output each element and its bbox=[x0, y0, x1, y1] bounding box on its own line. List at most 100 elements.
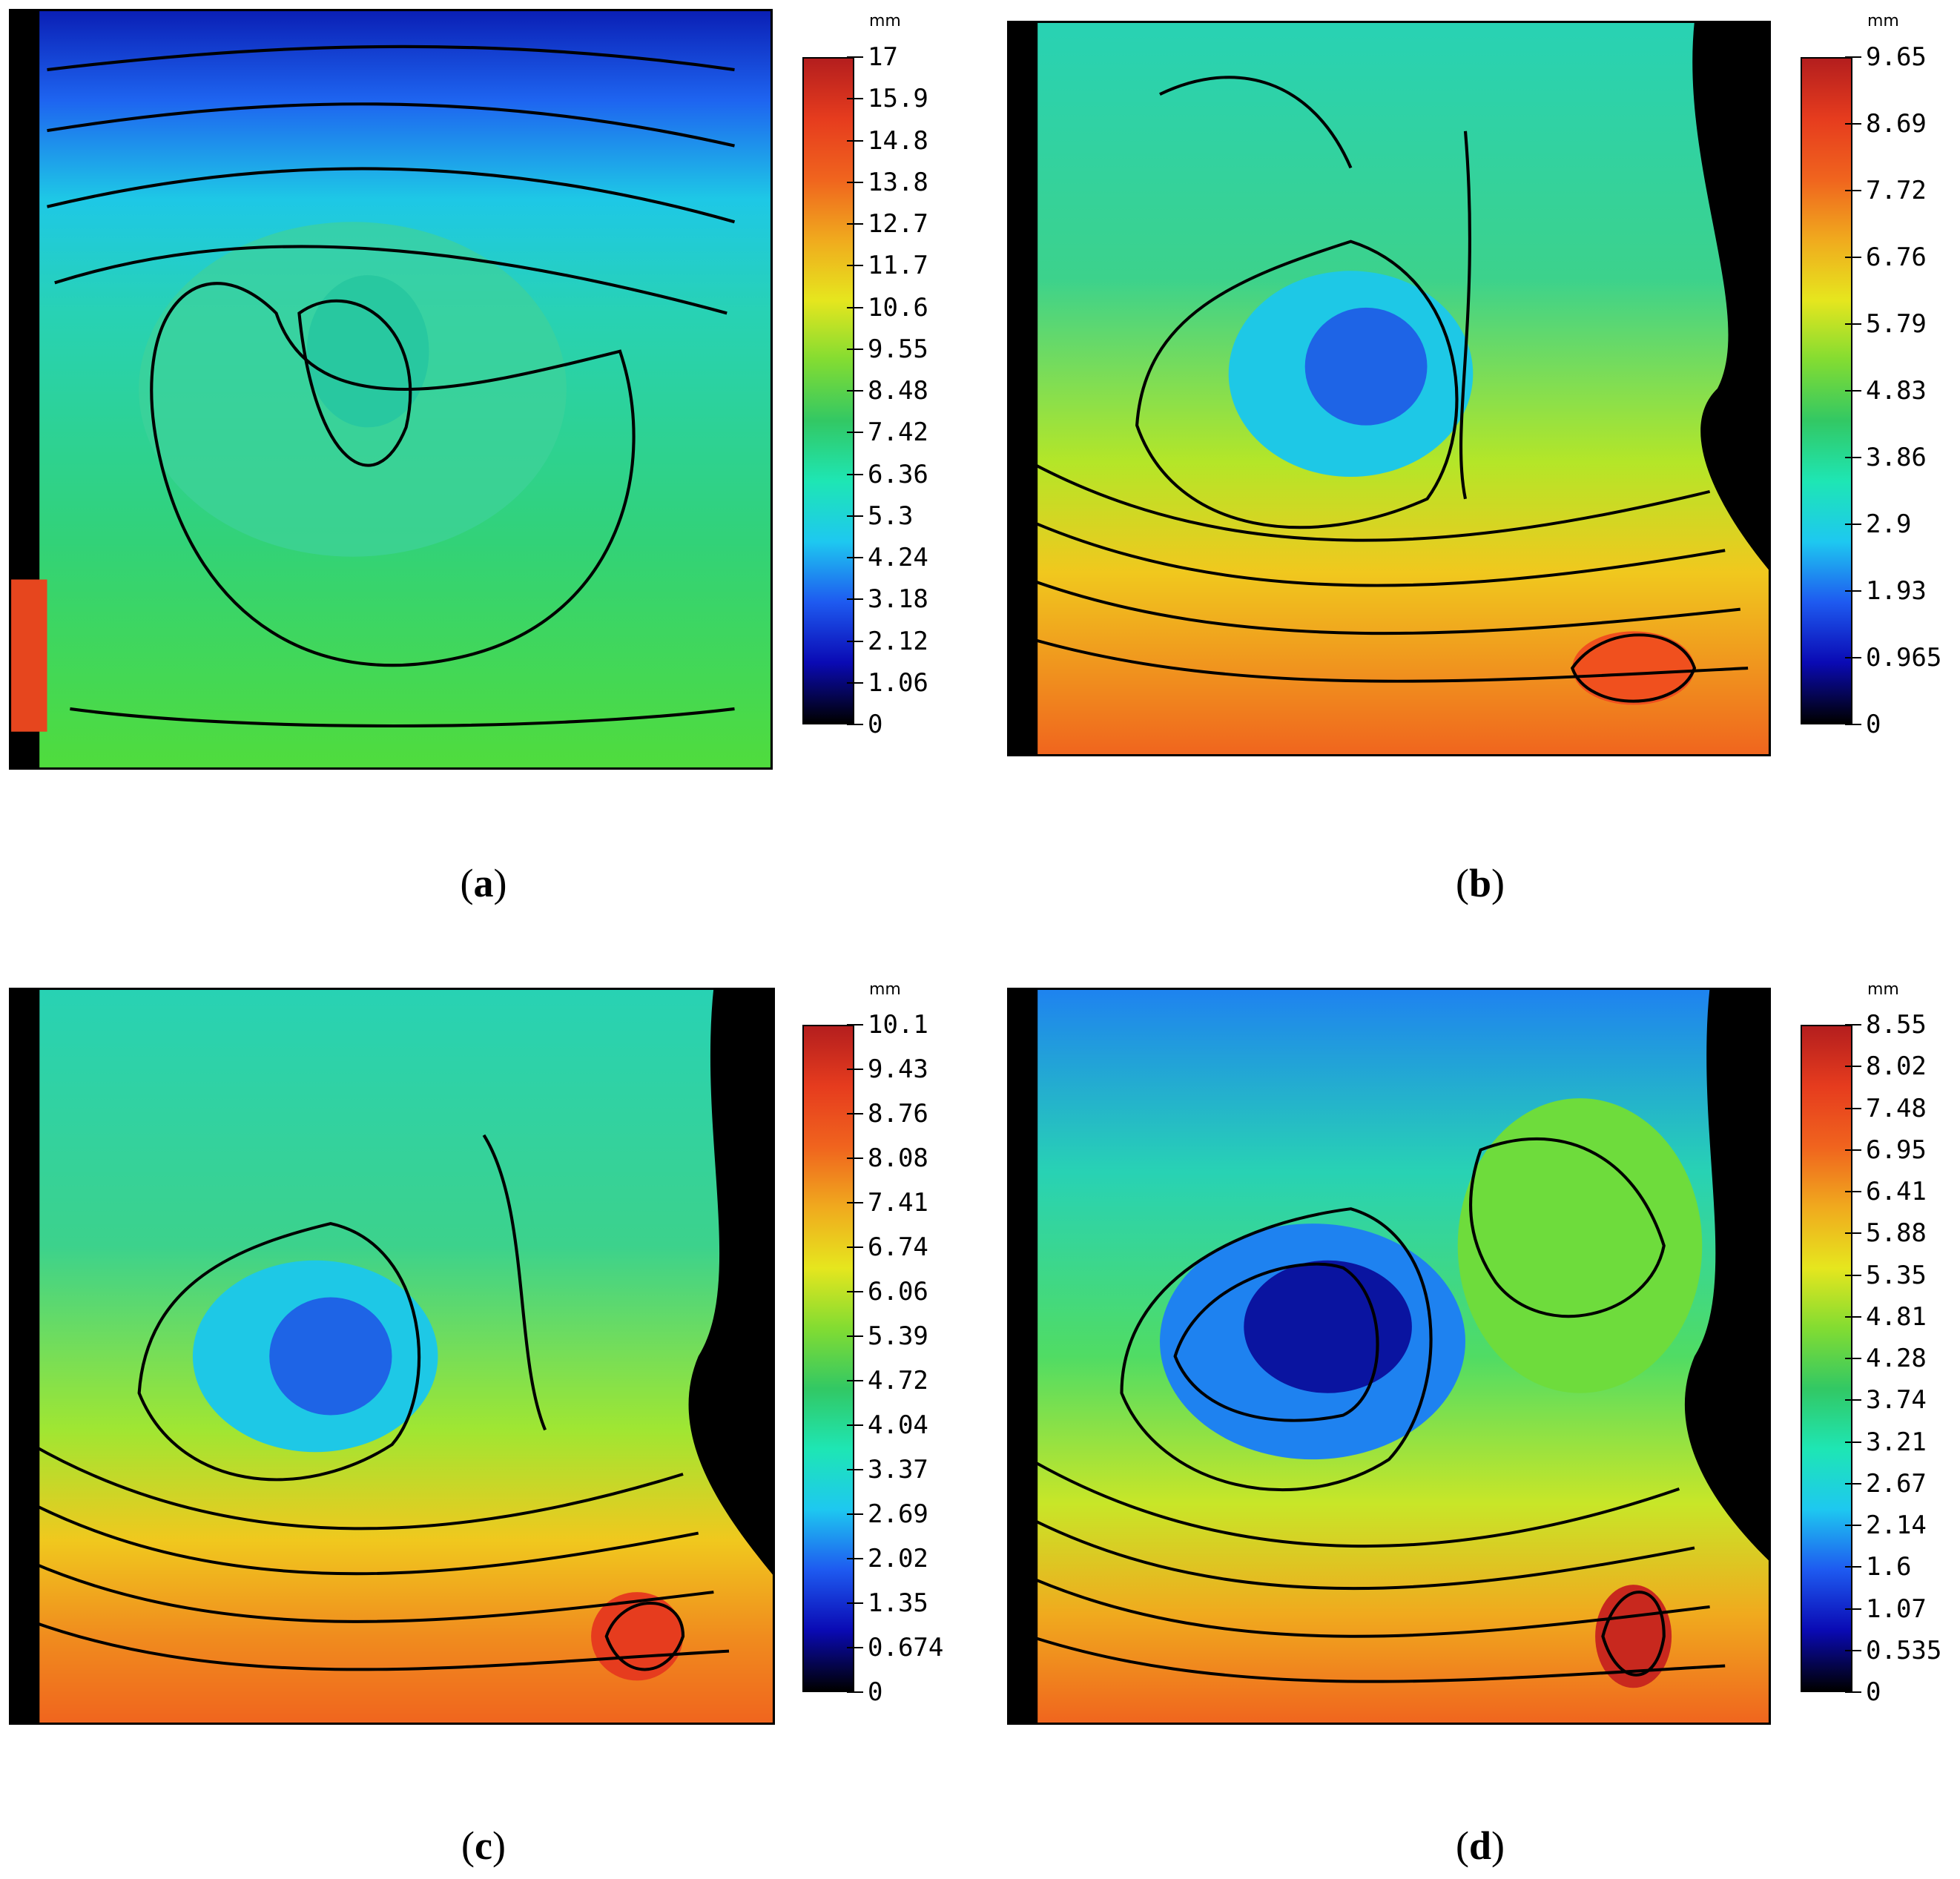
scale-tick-a-1 bbox=[847, 98, 863, 100]
scale-tick-c-4 bbox=[847, 1202, 863, 1203]
scale-tick-label-c-6: 6.06 bbox=[868, 1277, 928, 1307]
scale-tick-label-c-2: 8.76 bbox=[868, 1099, 928, 1129]
color-bar-a bbox=[802, 57, 854, 724]
scale-tick-label-c-1: 9.43 bbox=[868, 1054, 928, 1084]
scale-tick-d-3 bbox=[1845, 1149, 1861, 1151]
scale-tick-label-a-11: 5.3 bbox=[868, 501, 914, 531]
displacement-map-a bbox=[9, 9, 773, 770]
scale-tick-label-b-6: 3.86 bbox=[1866, 443, 1927, 472]
scale-tick-label-b-8: 1.93 bbox=[1866, 576, 1927, 606]
scale-tick-a-15 bbox=[847, 681, 863, 684]
scale-tick-b-2 bbox=[1845, 190, 1861, 191]
scale-tick-a-10 bbox=[847, 473, 863, 475]
scale-tick-label-b-4: 5.79 bbox=[1866, 309, 1927, 339]
scale-tick-d-0 bbox=[1845, 1024, 1861, 1026]
scale-tick-label-a-2: 14.8 bbox=[868, 125, 928, 156]
scale-tick-label-a-10: 6.36 bbox=[868, 459, 928, 489]
scale-tick-label-c-11: 2.69 bbox=[868, 1499, 928, 1529]
scale-tick-label-c-4: 7.41 bbox=[868, 1188, 928, 1218]
scale-tick-label-d-4: 6.41 bbox=[1866, 1177, 1927, 1206]
scale-tick-label-b-2: 7.72 bbox=[1866, 176, 1927, 205]
scale-tick-label-d-9: 3.74 bbox=[1866, 1385, 1927, 1416]
scale-tick-label-a-7: 9.55 bbox=[868, 334, 928, 364]
unit-label-b: mm bbox=[1867, 12, 1899, 30]
scale-tick-b-3 bbox=[1845, 257, 1861, 258]
scale-tick-label-c-8: 4.72 bbox=[868, 1366, 928, 1396]
scale-tick-label-a-4: 12.7 bbox=[868, 209, 928, 239]
unit-label-d: mm bbox=[1867, 980, 1899, 999]
scale-tick-a-2 bbox=[847, 139, 863, 142]
scale-tick-label-b-9: 0.965 bbox=[1866, 643, 1942, 673]
scale-tick-label-a-12: 4.24 bbox=[868, 543, 928, 572]
scale-tick-label-d-3: 6.95 bbox=[1866, 1135, 1927, 1165]
scale-tick-a-9 bbox=[847, 432, 863, 434]
scale-tick-a-16 bbox=[847, 724, 863, 725]
scale-tick-b-10 bbox=[1845, 724, 1861, 725]
displacement-map-d bbox=[1007, 988, 1771, 1725]
scale-tick-a-8 bbox=[847, 390, 863, 392]
scale-tick-label-a-1: 15.9 bbox=[868, 84, 928, 114]
scale-tick-d-8 bbox=[1845, 1358, 1861, 1359]
scale-tick-label-c-5: 6.74 bbox=[868, 1232, 928, 1262]
scale-tick-label-b-1: 8.69 bbox=[1866, 109, 1927, 139]
scale-tick-label-a-5: 11.7 bbox=[868, 251, 928, 281]
scale-tick-d-7 bbox=[1845, 1315, 1861, 1318]
scale-tick-label-d-13: 1.6 bbox=[1866, 1552, 1912, 1582]
scale-tick-c-1 bbox=[847, 1069, 863, 1070]
scale-tick-b-9 bbox=[1845, 657, 1861, 658]
scale-tick-label-d-5: 5.88 bbox=[1866, 1218, 1927, 1249]
scale-tick-b-8 bbox=[1845, 590, 1861, 592]
scale-tick-label-b-7: 2.9 bbox=[1866, 509, 1912, 539]
scale-tick-c-2 bbox=[847, 1113, 863, 1114]
caption-a: (a) bbox=[460, 861, 507, 905]
scale-tick-b-0 bbox=[1845, 56, 1861, 58]
scale-tick-label-b-3: 6.76 bbox=[1866, 242, 1927, 272]
scale-tick-a-0 bbox=[847, 56, 863, 58]
scale-tick-b-1 bbox=[1845, 123, 1861, 125]
scale-tick-a-4 bbox=[847, 223, 863, 225]
scale-tick-c-9 bbox=[847, 1424, 863, 1426]
scale-tick-b-4 bbox=[1845, 323, 1861, 325]
scale-tick-label-c-7: 5.39 bbox=[868, 1321, 928, 1351]
scale-tick-d-14 bbox=[1845, 1608, 1861, 1610]
scale-tick-d-10 bbox=[1845, 1441, 1861, 1443]
scale-tick-label-d-14: 1.07 bbox=[1866, 1594, 1927, 1624]
caption-d: (d) bbox=[1455, 1823, 1505, 1868]
scale-tick-a-6 bbox=[847, 306, 863, 308]
scale-tick-c-15 bbox=[847, 1691, 863, 1693]
scale-tick-d-15 bbox=[1845, 1649, 1861, 1651]
scale-tick-label-a-6: 10.6 bbox=[868, 292, 928, 323]
scale-tick-label-a-8: 8.48 bbox=[868, 376, 928, 406]
caption-b: (b) bbox=[1455, 861, 1505, 905]
scale-tick-label-d-1: 8.02 bbox=[1866, 1051, 1927, 1082]
scale-tick-label-c-14: 0.674 bbox=[868, 1633, 944, 1662]
scale-tick-label-c-12: 2.02 bbox=[868, 1544, 928, 1573]
scale-tick-label-b-0: 9.65 bbox=[1866, 42, 1927, 72]
unit-label-a: mm bbox=[869, 12, 901, 30]
unit-label-c: mm bbox=[869, 980, 901, 999]
scale-tick-c-6 bbox=[847, 1291, 863, 1292]
displacement-map-b bbox=[1007, 21, 1771, 756]
scale-tick-d-6 bbox=[1845, 1274, 1861, 1276]
scale-tick-label-b-10: 0 bbox=[1866, 710, 1881, 739]
scale-tick-label-d-8: 4.28 bbox=[1866, 1344, 1927, 1373]
scale-tick-d-9 bbox=[1845, 1399, 1861, 1401]
scale-tick-label-c-13: 1.35 bbox=[868, 1588, 928, 1618]
scale-tick-b-7 bbox=[1845, 524, 1861, 525]
scale-tick-label-a-13: 3.18 bbox=[868, 584, 928, 615]
scale-tick-a-7 bbox=[847, 348, 863, 350]
scale-tick-label-c-9: 4.04 bbox=[868, 1410, 928, 1440]
scale-tick-label-d-0: 8.55 bbox=[1866, 1010, 1927, 1040]
scale-tick-d-12 bbox=[1845, 1525, 1861, 1526]
scale-tick-label-c-15: 0 bbox=[868, 1677, 883, 1707]
displacement-map-c bbox=[9, 988, 775, 1725]
scale-tick-b-5 bbox=[1845, 390, 1861, 392]
scale-tick-label-c-10: 3.37 bbox=[868, 1455, 928, 1485]
scale-tick-d-1 bbox=[1845, 1066, 1861, 1068]
scale-tick-a-12 bbox=[847, 557, 863, 558]
scale-tick-label-d-16: 0 bbox=[1866, 1677, 1881, 1707]
scale-tick-d-4 bbox=[1845, 1191, 1861, 1192]
scale-tick-d-13 bbox=[1845, 1566, 1861, 1568]
scale-tick-label-a-15: 1.06 bbox=[868, 667, 928, 698]
scale-tick-d-16 bbox=[1845, 1691, 1861, 1693]
